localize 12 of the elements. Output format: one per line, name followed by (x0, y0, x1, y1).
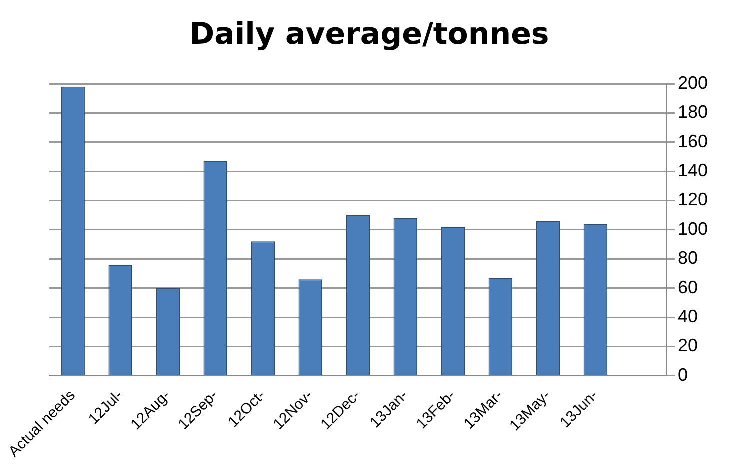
y-tick-label: 100 (678, 218, 708, 239)
y-tick-label: 200 (678, 72, 708, 93)
y-tick-label: 40 (678, 306, 698, 327)
y-tick-label: 20 (678, 336, 698, 356)
y-tick-label: 0 (678, 364, 688, 385)
y-tick-label: 120 (678, 190, 708, 210)
y-tick-label: 80 (678, 248, 698, 268)
y-tick-label: 160 (678, 131, 708, 152)
y-tick-label: 140 (678, 160, 708, 181)
chart-title: Daily average/tonnes (190, 16, 550, 52)
y-tick-label: 60 (678, 277, 698, 298)
y-tick-label: 180 (678, 102, 708, 122)
